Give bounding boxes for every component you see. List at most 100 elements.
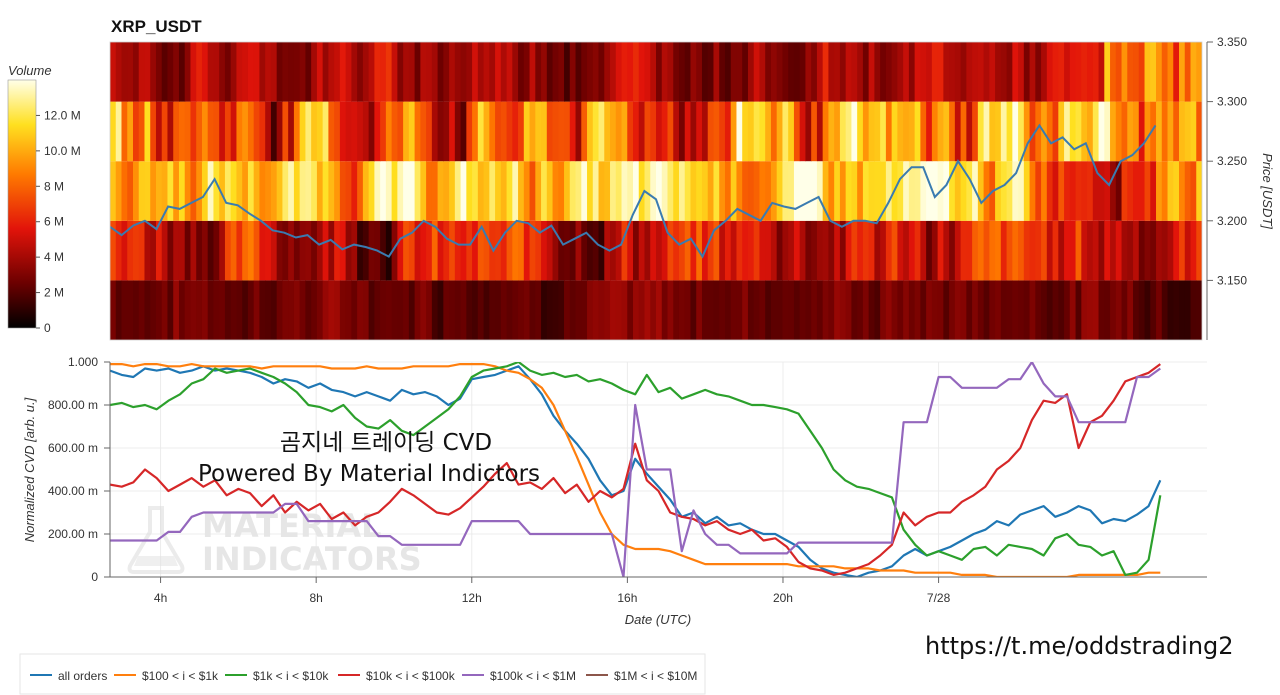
heatmap-cell bbox=[696, 101, 703, 162]
heatmap-cell bbox=[862, 161, 870, 221]
heatmap-cell bbox=[121, 161, 128, 221]
heatmap-cell bbox=[282, 42, 289, 102]
heatmap-cell bbox=[874, 101, 881, 162]
heatmap-cell bbox=[1190, 42, 1197, 102]
legend-label[interactable]: $1k < i < $10k bbox=[253, 669, 329, 683]
colorbar bbox=[7, 79, 37, 329]
heatmap-cell bbox=[880, 101, 887, 162]
telegram-url[interactable]: https://t.me/oddstrading2 bbox=[925, 632, 1234, 660]
heatmap-cell bbox=[552, 220, 559, 281]
legend-label[interactable]: $100 < i < $1k bbox=[142, 669, 219, 683]
heatmap-cell bbox=[730, 280, 738, 340]
heatmap-cell bbox=[190, 280, 197, 340]
heatmap-cell bbox=[385, 101, 393, 162]
heatmap-cell bbox=[437, 280, 444, 340]
heatmap-cell bbox=[1104, 280, 1111, 340]
heatmap-cell bbox=[138, 101, 146, 162]
heatmap-cell bbox=[621, 280, 628, 340]
heatmap-cell bbox=[374, 161, 381, 221]
heatmap-cell bbox=[742, 161, 749, 221]
heatmap-cell bbox=[529, 161, 536, 221]
heatmap-cell bbox=[121, 101, 128, 162]
heatmap-cell bbox=[288, 101, 295, 162]
heatmap-cell bbox=[770, 161, 778, 221]
heatmap-cell bbox=[213, 280, 220, 340]
heatmap-cell bbox=[575, 161, 582, 221]
heatmap-cell bbox=[414, 220, 421, 281]
heatmap-cell bbox=[477, 101, 485, 162]
heatmap-cell bbox=[880, 280, 887, 340]
heatmap-cell bbox=[598, 42, 605, 102]
heatmap-cell bbox=[845, 280, 853, 340]
heatmap-cell bbox=[874, 280, 881, 340]
legend-label[interactable]: all orders bbox=[58, 669, 107, 683]
heatmap-cell bbox=[1029, 42, 1036, 102]
heatmap-cell bbox=[1081, 161, 1088, 221]
y-tick-label: 0 bbox=[91, 570, 98, 584]
heatmap-cell bbox=[633, 42, 640, 102]
heatmap-cell bbox=[1104, 220, 1111, 281]
heatmap-cell bbox=[161, 280, 169, 340]
heatmap-cell bbox=[765, 280, 772, 340]
heatmap-cell bbox=[196, 42, 203, 102]
heatmap-cell bbox=[736, 280, 743, 340]
heatmap-cell bbox=[1196, 101, 1202, 162]
heatmap-cell bbox=[701, 101, 709, 162]
heatmap-cell bbox=[770, 280, 778, 340]
heatmap-cell bbox=[414, 42, 421, 102]
heatmap-cell bbox=[322, 101, 329, 162]
heatmap-cell bbox=[437, 42, 444, 102]
heatmap-cell bbox=[535, 42, 542, 102]
heatmap-cell bbox=[1156, 161, 1163, 221]
heatmap-cell bbox=[1144, 280, 1151, 340]
legend-label[interactable]: $100k < i < $1M bbox=[490, 669, 576, 683]
heatmap-cell bbox=[1087, 161, 1094, 221]
heatmap-cell bbox=[1121, 42, 1128, 102]
heatmap-cell bbox=[1115, 280, 1123, 340]
heatmap-cell bbox=[1173, 101, 1180, 162]
heatmap-cell bbox=[408, 280, 416, 340]
heatmap-cell bbox=[678, 161, 686, 221]
heatmap-cell bbox=[437, 101, 444, 162]
heatmap-cell bbox=[960, 161, 967, 221]
heatmap-cell bbox=[633, 280, 640, 340]
legend-label[interactable]: $1M < i < $10M bbox=[614, 669, 697, 683]
heatmap-cell bbox=[610, 101, 617, 162]
heatmap-cell bbox=[581, 220, 588, 281]
heatmap-cell bbox=[880, 42, 887, 102]
heatmap-cell bbox=[1190, 101, 1197, 162]
heatmap-cell bbox=[1121, 280, 1128, 340]
heatmap-cell bbox=[483, 280, 490, 340]
heatmap-cell bbox=[328, 280, 335, 340]
heatmap-cell bbox=[161, 101, 169, 162]
heatmap-cell bbox=[207, 101, 215, 162]
y-tick-label: 200.00 m bbox=[48, 527, 98, 541]
heatmap-cell bbox=[357, 280, 364, 340]
heatmap-cell bbox=[1029, 280, 1036, 340]
heatmap-cell bbox=[506, 101, 513, 162]
heatmap-cell bbox=[362, 42, 370, 102]
colorbar-label: Volume bbox=[8, 63, 52, 78]
heatmap-cell bbox=[914, 42, 921, 102]
heatmap-cell bbox=[822, 161, 830, 221]
heatmap-cell bbox=[110, 42, 117, 102]
heatmap-cell bbox=[380, 101, 387, 162]
heatmap-cell bbox=[178, 220, 186, 281]
heatmap-cell bbox=[368, 220, 375, 281]
heatmap-cell bbox=[730, 42, 738, 102]
heatmap-cell bbox=[368, 42, 375, 102]
heatmap-cell bbox=[880, 161, 887, 221]
heatmap-cell bbox=[334, 161, 341, 221]
heatmap-cell bbox=[839, 42, 847, 102]
heatmap-cell bbox=[828, 280, 835, 340]
heatmap-cell bbox=[311, 42, 318, 102]
heatmap-cell bbox=[1035, 101, 1042, 162]
heatmap-cell bbox=[247, 280, 255, 340]
heatmap-cell bbox=[673, 101, 680, 162]
heatmap-cell bbox=[690, 161, 697, 221]
heatmap-cell bbox=[1133, 280, 1140, 340]
legend-label[interactable]: $10k < i < $100k bbox=[366, 669, 456, 683]
heatmap-cell bbox=[1167, 101, 1174, 162]
heatmap-cell bbox=[920, 42, 927, 102]
heatmap-cell bbox=[995, 101, 1002, 162]
